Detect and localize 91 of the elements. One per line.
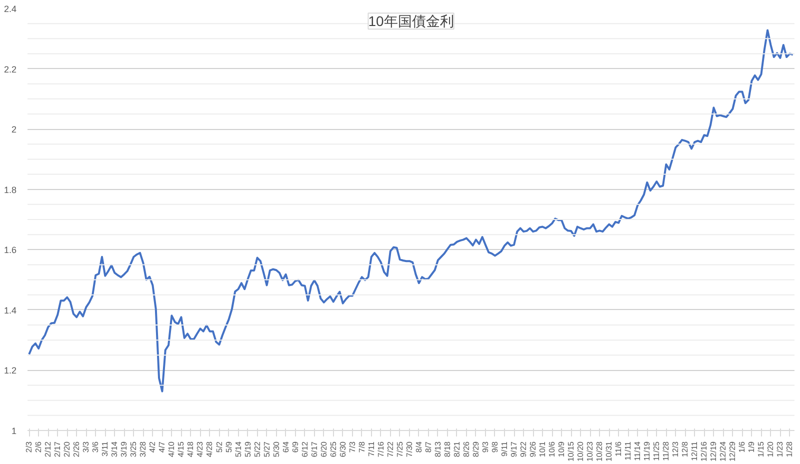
y-tick-label: 1.6 [4, 245, 17, 256]
x-tick-label: 2/6 [34, 440, 44, 453]
x-tick-label: 9/11 [500, 440, 509, 456]
x-tick-label: 11/25 [652, 440, 662, 461]
x-tick-label: 12/19 [709, 440, 718, 462]
x-tick-label: 5/2 [214, 440, 224, 453]
x-tick-label: 11/19 [642, 440, 652, 461]
x-tick-label: 8/26 [462, 440, 471, 458]
x-tick-label: 3/3 [82, 440, 91, 453]
x-tick-label: 10/28 [595, 440, 604, 462]
x-tick-label: 6/30 [338, 440, 348, 458]
x-tick-label: 12/16 [700, 440, 709, 462]
y-tick-label: 1 [11, 426, 17, 436]
x-tick-label: 1/28 [785, 440, 794, 458]
x-tick-label: 10/23 [586, 440, 595, 462]
x-tick-label: 11/11 [624, 440, 633, 460]
x-tick-label: 8/7 [424, 440, 433, 453]
x-tick-label: 12/29 [728, 440, 738, 462]
x-tick-label: 6/17 [310, 440, 319, 458]
x-tick-label: 5/27 [262, 440, 272, 458]
x-tick-label: 2/26 [72, 440, 82, 458]
x-tick-label: 10/1 [538, 440, 548, 458]
y-tick-label: 1.8 [4, 184, 17, 195]
x-tick-label: 9/17 [510, 440, 519, 458]
x-tick-label: 10/9 [557, 440, 566, 458]
x-tick-label: 5/14 [234, 440, 243, 458]
y-tick-label: 2.2 [4, 64, 17, 74]
x-tick-label: 6/9 [290, 440, 300, 453]
x-tick-label: 3/6 [91, 440, 100, 453]
x-tick-label: 4/23 [196, 440, 205, 458]
x-tick-label: 12/24 [718, 440, 728, 462]
x-tick-label: 1/6 [738, 440, 747, 453]
x-tick-label: 4/18 [186, 440, 196, 458]
x-tick-label: 8/18 [442, 440, 452, 458]
x-tick-label: 2/3 [24, 440, 34, 453]
x-tick-label: 12/8 [680, 440, 690, 458]
x-tick-label: 7/30 [404, 440, 414, 458]
x-tick-label: 1/23 [776, 440, 785, 458]
x-tick-label: 2/17 [53, 440, 62, 458]
line-series [28, 29, 794, 392]
x-tick-label: 3/28 [138, 440, 148, 458]
x-tick-label: 10/20 [576, 440, 586, 462]
x-tick-label: 4/15 [176, 440, 186, 458]
x-tick-label: 8/13 [433, 440, 442, 458]
x-tick-label: 9/26 [528, 440, 538, 458]
x-tick-label: 4/10 [167, 440, 176, 458]
x-tick-label: 12/11 [690, 440, 700, 461]
x-tick-label: 11/6 [614, 440, 624, 456]
x-tick-label: 11/14 [633, 440, 642, 461]
x-tick-label: 10/15 [566, 440, 576, 462]
x-tick-label: 7/16 [376, 440, 386, 458]
x-tick-label: 6/12 [300, 440, 310, 458]
x-tick-label: 2/12 [44, 440, 53, 458]
x-tick-label: 8/4 [414, 440, 424, 453]
x-tick-label: 10/6 [548, 440, 557, 458]
x-tick-label: 1/9 [747, 440, 756, 453]
x-tick-label: 4/7 [158, 440, 167, 453]
x-tick-label: 5/9 [224, 440, 234, 453]
y-tick-label: 2.4 [4, 4, 17, 14]
x-tick-label: 7/22 [386, 440, 395, 458]
x-tick-label: 7/11 [366, 440, 376, 456]
x-tick-label: 9/3 [480, 440, 490, 453]
x-tick-label: 3/25 [129, 440, 138, 458]
x-tick-label: 9/22 [519, 440, 528, 458]
x-tick-label: 3/19 [120, 440, 129, 458]
x-tick-label: 11/28 [662, 440, 671, 461]
x-tick-label: 7/8 [357, 440, 366, 453]
x-tick-label: 12/3 [671, 440, 680, 458]
y-tick-label: 2 [11, 124, 17, 135]
x-tick-label: 7/25 [395, 440, 404, 458]
chart-title: 10年国債金利 [368, 13, 454, 30]
x-tick-label: 5/19 [243, 440, 252, 458]
x-tick-label: 5/22 [252, 440, 262, 458]
x-tick-label: 6/25 [328, 440, 338, 458]
x-tick-label: 10/31 [604, 440, 614, 462]
x-tick-label: 4/2 [148, 440, 158, 453]
x-tick-label: 6/20 [319, 440, 328, 458]
x-tick-label: 5/30 [272, 440, 281, 458]
x-tick-label: 1/15 [756, 440, 766, 458]
x-tick-label: 8/21 [452, 440, 462, 458]
x-tick-label: 7/3 [348, 440, 357, 453]
y-tick-label: 1.2 [4, 366, 17, 376]
x-tick-label: 3/11 [100, 440, 110, 456]
x-tick-label: 9/8 [490, 440, 500, 453]
x-tick-label: 2/20 [62, 440, 72, 458]
x-tick-label: 6/4 [281, 440, 290, 453]
x-tick-label: 4/28 [205, 440, 214, 458]
x-tick-label: 3/14 [110, 440, 120, 458]
x-tick-label: 8/29 [471, 440, 480, 458]
x-tick-label: 1/20 [766, 440, 776, 458]
y-tick-label: 1.4 [4, 305, 17, 316]
